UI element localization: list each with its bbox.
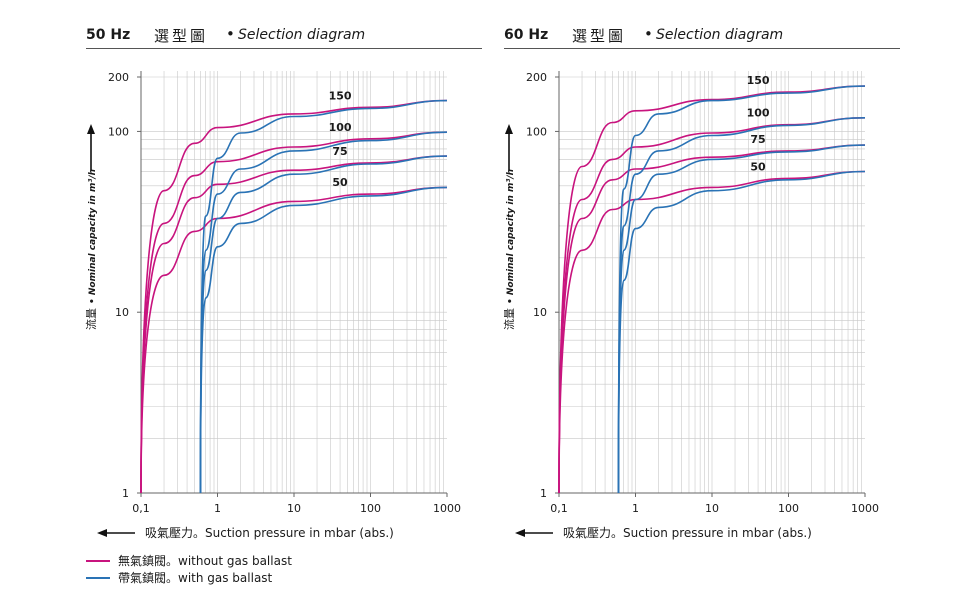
y-tick-label: 10 [115, 306, 129, 319]
y-tick-label: 200 [526, 71, 547, 84]
x-tick-label: 0,1 [550, 502, 568, 515]
series-label-50: 50 [332, 176, 348, 189]
x-tick-label: 1000 [851, 502, 879, 515]
y-axis-title-en: • Nominal capacity in m³/h [88, 169, 98, 304]
y-axis-title-cjk: 流量 [502, 308, 516, 330]
x-tick-label: 100 [360, 502, 381, 515]
y-axis-title-cjk: 流量 [84, 308, 98, 330]
y-tick-label: 1 [122, 487, 129, 500]
series-label-100: 100 [747, 107, 770, 120]
panel-header-50hz: 50 Hz 選型圖 • Selection diagram [86, 22, 482, 49]
y-axis-arrowhead-icon [505, 124, 513, 134]
legend-label-with-ballast: 帶氣鎮閥。with gas ballast [118, 571, 273, 585]
panel-freq: 60 Hz [504, 27, 549, 43]
x-axis-arrowhead-icon [97, 529, 107, 537]
panel-title-en: Selection diagram [656, 27, 784, 43]
x-axis-title: 吸氣壓力。Suction pressure in mbar (abs.) [145, 526, 394, 540]
y-tick-label: 10 [533, 306, 547, 319]
series-label-75: 75 [332, 145, 347, 158]
series-label-100: 100 [329, 121, 352, 134]
series-group [558, 85, 866, 494]
series-line-without-ballast-50 [558, 170, 866, 494]
panel-freq: 50 Hz [86, 27, 131, 43]
y-tick-label: 100 [526, 125, 547, 138]
series-line-with-ballast-100 [617, 117, 866, 494]
series-line-without-ballast-100 [140, 131, 448, 494]
panel-title-cjk: 選型圖 [572, 27, 627, 45]
x-tick-label: 10 [287, 502, 301, 515]
panel-title-en: Selection diagram [238, 27, 366, 43]
y-tick-label: 200 [108, 71, 129, 84]
y-axis-title: 流量 • Nominal capacity in m³/h [502, 169, 516, 330]
legend-item-without-ballast: 無氣鎮閥。without gas ballast [86, 552, 292, 569]
series-line-without-ballast-150 [140, 99, 448, 494]
y-axis-title: 流量 • Nominal capacity in m³/h [84, 169, 98, 330]
legend-item-with-ballast: 帶氣鎮閥。with gas ballast [86, 569, 292, 586]
series-line-with-ballast-75 [617, 144, 866, 494]
x-tick-label: 1 [214, 502, 221, 515]
panel-title-bullet: • [644, 25, 653, 43]
legend-swatch-without-ballast [86, 559, 110, 562]
series-line-without-ballast-75 [140, 155, 448, 494]
grid [558, 71, 865, 494]
y-tick-label: 1 [540, 487, 547, 500]
legend-swatch-with-ballast [86, 576, 110, 579]
panel-header-60hz: 60 Hz 選型圖 • Selection diagram [504, 22, 900, 49]
series-label-150: 150 [329, 89, 352, 102]
x-tick-label: 1 [632, 502, 639, 515]
series-line-with-ballast-150 [617, 85, 866, 494]
y-axis-title-en: • Nominal capacity in m³/h [506, 169, 516, 304]
x-tick-label: 0,1 [132, 502, 150, 515]
x-axis-title: 吸氣壓力。Suction pressure in mbar (abs.) [563, 526, 812, 540]
legend: 無氣鎮閥。without gas ballast 帶氣鎮閥。with gas b… [86, 552, 292, 586]
series-line-without-ballast-50 [140, 186, 448, 494]
series-line-with-ballast-100 [199, 131, 448, 494]
x-axis-arrowhead-icon [515, 529, 525, 537]
series-line-without-ballast-150 [558, 85, 866, 494]
series-line-with-ballast-50 [617, 170, 866, 494]
panel-title-cjk: 選型圖 [154, 27, 209, 45]
series-label-150: 150 [747, 74, 770, 87]
series-group [140, 99, 448, 494]
x-tick-label: 10 [705, 502, 719, 515]
x-tick-label: 1000 [433, 502, 461, 515]
series-label-50: 50 [750, 160, 766, 173]
y-tick-label: 100 [108, 125, 129, 138]
series-line-without-ballast-75 [558, 144, 866, 494]
legend-label-without-ballast: 無氣鎮閥。without gas ballast [118, 554, 292, 568]
series-line-with-ballast-50 [199, 186, 448, 494]
panel-title-bullet: • [226, 25, 235, 43]
series-line-with-ballast-150 [199, 99, 448, 494]
grid [140, 71, 447, 494]
series-label-75: 75 [750, 133, 765, 146]
y-axis-arrowhead-icon [87, 124, 95, 134]
x-tick-label: 100 [778, 502, 799, 515]
series-line-with-ballast-75 [199, 155, 448, 494]
